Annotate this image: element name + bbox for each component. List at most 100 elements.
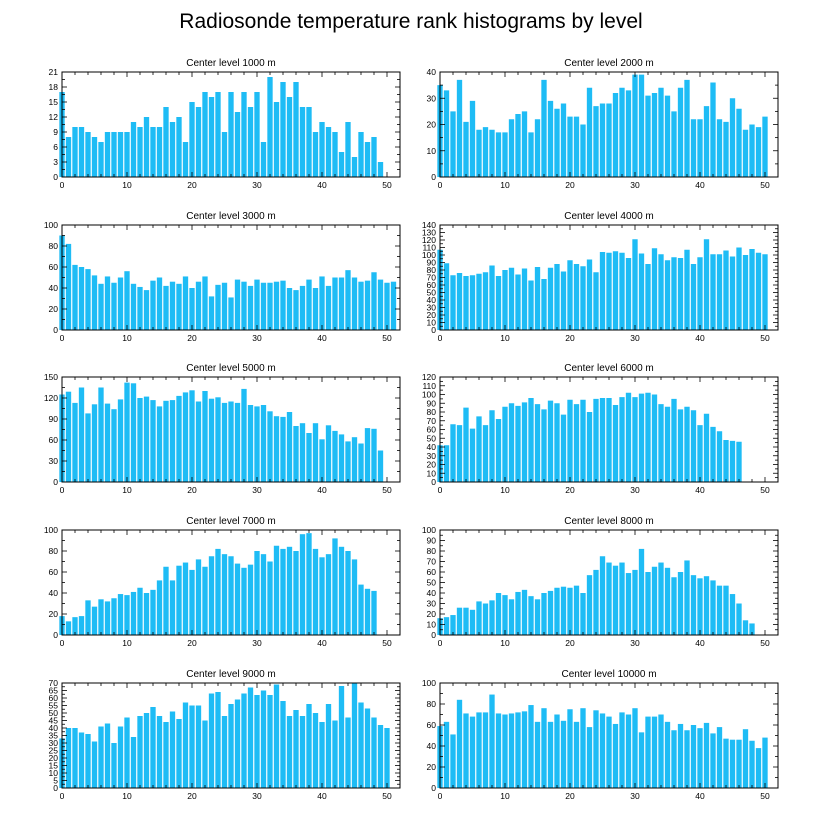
histogram-bar <box>580 266 586 330</box>
histogram-bar <box>580 708 586 788</box>
histogram-bar <box>528 596 534 635</box>
histogram-bar <box>117 399 124 482</box>
x-tick-label: 10 <box>122 638 132 648</box>
histogram-bar <box>98 142 104 177</box>
histogram-bar <box>319 722 325 788</box>
histogram-bar <box>345 122 351 177</box>
x-tick-label: 10 <box>500 638 510 648</box>
histogram-bar <box>156 277 163 330</box>
panel-title: Center level 6000 m <box>564 363 654 374</box>
histogram-bar <box>469 275 476 330</box>
histogram-bar <box>202 276 208 330</box>
y-tick-label: 60 <box>427 280 437 290</box>
y-tick-label: 80 <box>427 699 437 709</box>
histogram-bar <box>762 737 768 788</box>
histogram-bar <box>117 277 124 330</box>
x-tick-label: 40 <box>695 791 705 801</box>
histogram-bar <box>580 593 586 635</box>
histogram-bar <box>593 398 599 482</box>
histogram-bar <box>182 142 189 177</box>
histogram-bar <box>489 265 495 330</box>
histogram-bar <box>723 585 729 635</box>
histogram-bar <box>736 108 742 177</box>
histogram-bar <box>573 721 580 788</box>
histogram-bar <box>377 450 384 482</box>
y-tick-label: 90 <box>49 414 59 424</box>
histogram-bar <box>319 439 325 482</box>
histogram-bar <box>606 562 612 635</box>
y-tick-label: 130 <box>422 228 436 238</box>
histogram-bar <box>189 705 195 788</box>
histogram-bar <box>384 282 390 330</box>
histogram-bar <box>143 713 150 788</box>
histogram-bar <box>202 391 208 482</box>
histogram-bar <box>182 562 189 635</box>
x-tick-label: 30 <box>252 791 262 801</box>
y-tick-label: 80 <box>427 546 437 556</box>
histogram-bar <box>606 252 612 330</box>
histogram-bar <box>684 249 690 330</box>
histogram-bar <box>319 276 325 330</box>
histogram-bar <box>247 564 254 635</box>
histogram-bar <box>267 77 273 177</box>
histogram-bar <box>195 705 202 788</box>
y-tick-label: 70 <box>427 416 437 426</box>
histogram-bar <box>98 726 104 788</box>
histogram-bar <box>312 288 319 330</box>
histogram-bar <box>312 132 319 177</box>
histogram-bar <box>671 398 677 482</box>
histogram-bar <box>143 290 150 330</box>
histogram-bar <box>554 264 560 330</box>
histogram-bar <box>312 713 319 788</box>
histogram-bar <box>215 548 221 635</box>
histogram-bar <box>612 723 619 788</box>
histogram-bar <box>345 441 351 482</box>
y-tick-label: 60 <box>427 567 437 577</box>
histogram-bar <box>651 248 658 330</box>
histogram-bar <box>742 129 749 177</box>
y-tick-label: 80 <box>427 265 437 275</box>
panel-title: Center level 8000 m <box>564 516 654 527</box>
histogram-bar <box>495 713 502 788</box>
x-tick-label: 50 <box>760 333 770 343</box>
y-tick-label: 10 <box>427 146 437 156</box>
histogram-bar <box>104 403 111 482</box>
y-tick-label: 100 <box>44 525 58 535</box>
x-tick-label: 10 <box>122 180 132 190</box>
histogram-bar <box>143 396 150 482</box>
histogram-bar <box>78 387 85 482</box>
histogram-bar <box>677 409 684 482</box>
histogram-bar <box>697 257 703 330</box>
x-tick-label: 50 <box>382 333 392 343</box>
histogram-bar <box>482 712 489 788</box>
histogram-bar <box>482 603 489 635</box>
y-tick-label: 20 <box>427 310 437 320</box>
histogram-bar <box>85 269 91 330</box>
histogram-bar <box>450 424 456 482</box>
histogram-bar <box>176 719 182 788</box>
y-tick-label: 0 <box>53 325 58 335</box>
histogram-bar <box>247 107 254 177</box>
histogram-bar <box>241 567 247 635</box>
histogram-bar <box>195 281 202 330</box>
y-tick-label: 40 <box>427 741 437 751</box>
y-tick-label: 10 <box>49 768 59 778</box>
histogram-bar <box>189 569 195 635</box>
histogram-bar <box>528 398 534 482</box>
histogram-bar <box>286 97 293 177</box>
x-tick-label: 0 <box>60 638 65 648</box>
histogram-bar <box>606 716 612 788</box>
histogram-bar <box>521 111 528 177</box>
histogram-bar <box>625 714 632 788</box>
histogram-bar <box>664 260 671 330</box>
y-tick-label: 3 <box>53 157 58 167</box>
histogram-bar <box>306 279 312 330</box>
histogram-bar <box>749 740 755 788</box>
histogram-bar <box>280 82 286 177</box>
y-tick-label: 25 <box>49 746 59 756</box>
x-tick-label: 0 <box>60 180 65 190</box>
histogram-bar <box>716 431 723 482</box>
histogram-bar <box>345 270 351 330</box>
y-tick-label: 20 <box>427 460 437 470</box>
histogram-bar <box>651 566 658 635</box>
